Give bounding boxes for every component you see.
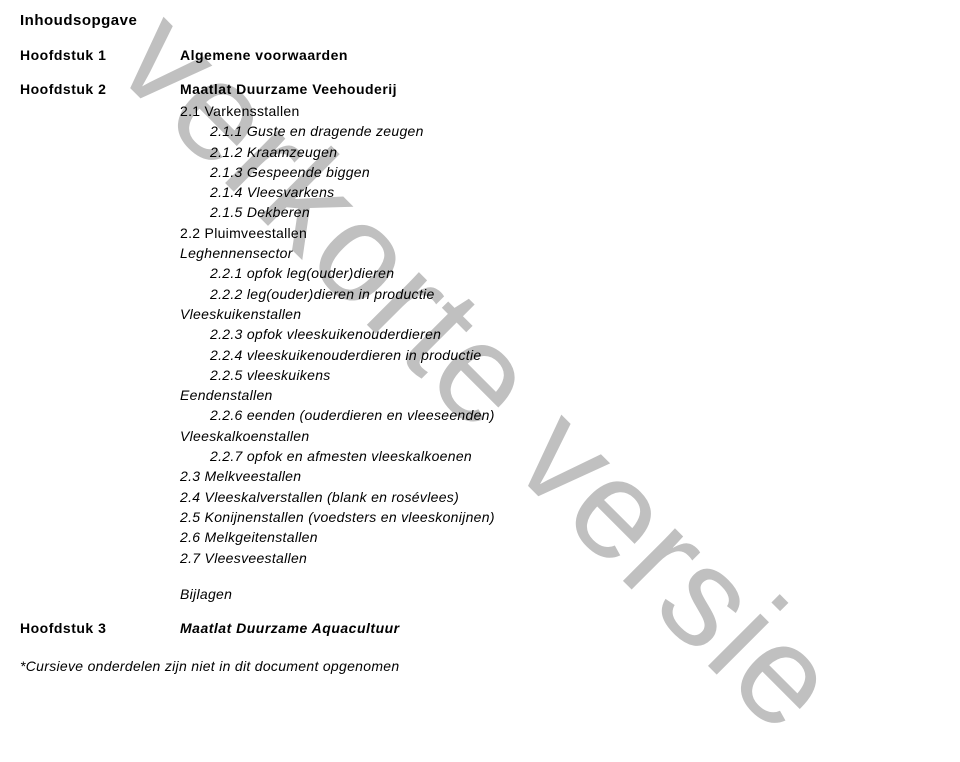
- toc-2-2-6: 2.2.6 eenden (ouderdieren en vleeseenden…: [210, 405, 940, 425]
- toc-2-1-4: 2.1.4 Vleesvarkens: [210, 182, 940, 202]
- footnote-text: *Cursieve onderdelen zijn niet in dit do…: [20, 658, 940, 674]
- toc-2-3: 2.3 Melkveestallen: [180, 466, 940, 486]
- chapter-2-label: Hoofdstuk 2: [20, 81, 180, 97]
- toc-2-2-4: 2.2.4 vleeskuikenouderdieren in producti…: [210, 345, 940, 365]
- toc-block: 2.1 Varkensstallen 2.1.1 Guste en dragen…: [180, 101, 940, 568]
- toc-2-1-3: 2.1.3 Gespeende biggen: [210, 162, 940, 182]
- toc-2-6: 2.6 Melkgeitenstallen: [180, 527, 940, 547]
- toc-2-2-2: 2.2.2 leg(ouder)dieren in productie: [210, 284, 940, 304]
- toc-2-2-7: 2.2.7 opfok en afmesten vleeskalkoenen: [210, 446, 940, 466]
- toc-2-7: 2.7 Vleesveestallen: [180, 548, 940, 568]
- chapter-3-title: Maatlat Duurzame Aquacultuur: [180, 620, 400, 636]
- toc-2-4: 2.4 Vleeskalverstallen (blank en rosévle…: [180, 487, 940, 507]
- toc-vleeskuiken: Vleeskuikenstallen: [180, 304, 940, 324]
- chapter-row-1: Hoofdstuk 1 Algemene voorwaarden: [20, 47, 940, 63]
- chapter-row-2: Hoofdstuk 2 Maatlat Duurzame Veehouderij: [20, 81, 940, 97]
- chapter-row-3: Hoofdstuk 3 Maatlat Duurzame Aquacultuur: [20, 620, 940, 636]
- toc-leghennen: Leghennensector: [180, 243, 940, 263]
- bijlagen-label: Bijlagen: [180, 586, 940, 602]
- chapter-3-label: Hoofdstuk 3: [20, 620, 180, 636]
- toc-2-1-1: 2.1.1 Guste en dragende zeugen: [210, 121, 940, 141]
- toc-2-5: 2.5 Konijnenstallen (voedsters en vleesk…: [180, 507, 940, 527]
- toc-2-2-3: 2.2.3 opfok vleeskuikenouderdieren: [210, 324, 940, 344]
- page-content: Inhoudsopgave Hoofdstuk 1 Algemene voorw…: [0, 0, 960, 686]
- toc-2-1-2: 2.1.2 Kraamzeugen: [210, 142, 940, 162]
- toc-2-2-1: 2.2.1 opfok leg(ouder)dieren: [210, 263, 940, 283]
- toc-eenden: Eendenstallen: [180, 385, 940, 405]
- page-title: Inhoudsopgave: [20, 12, 940, 29]
- toc-2-1: 2.1 Varkensstallen: [180, 101, 940, 121]
- toc-2-2-5: 2.2.5 vleeskuikens: [210, 365, 940, 385]
- toc-2-1-5: 2.1.5 Dekberen: [210, 202, 940, 222]
- chapter-1-title: Algemene voorwaarden: [180, 47, 348, 63]
- chapter-1-label: Hoofdstuk 1: [20, 47, 180, 63]
- toc-2-2: 2.2 Pluimveestallen: [180, 223, 940, 243]
- chapter-2-title: Maatlat Duurzame Veehouderij: [180, 81, 397, 97]
- toc-vleeskalkoen: Vleeskalkoenstallen: [180, 426, 940, 446]
